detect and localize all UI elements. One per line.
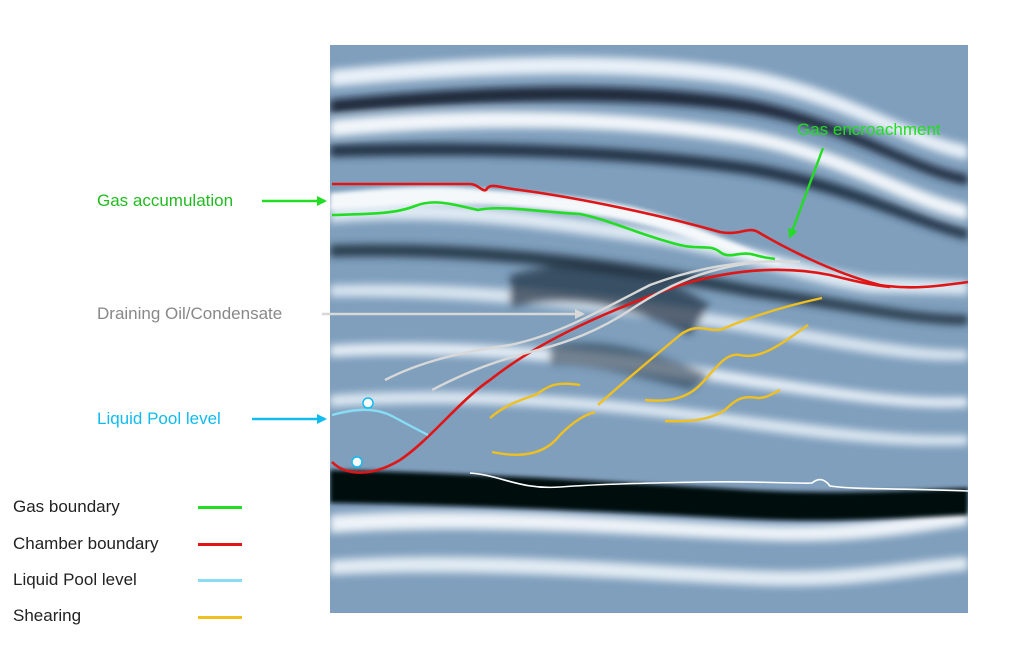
legend-liquid-pool-swatch bbox=[198, 579, 242, 582]
legend-chamber-boundary-label: Chamber boundary bbox=[13, 534, 159, 553]
legend-chamber-boundary-swatch bbox=[198, 543, 242, 546]
legend-liquid-pool-label: Liquid Pool level bbox=[13, 570, 137, 589]
legend-shearing-label: Shearing bbox=[13, 606, 82, 625]
legend-shearing-swatch bbox=[198, 616, 242, 619]
legend-gas-boundary-label: Gas boundary bbox=[13, 497, 120, 516]
legend-gas-boundary-swatch bbox=[198, 506, 242, 509]
gas-accumulation-label: Gas accumulation bbox=[97, 191, 234, 210]
draining-oil-label: Draining Oil/Condensate bbox=[97, 304, 283, 323]
gas-encroachment-label: Gas encroachment bbox=[797, 120, 941, 139]
liquid-pool-label: Liquid Pool level bbox=[97, 409, 221, 428]
